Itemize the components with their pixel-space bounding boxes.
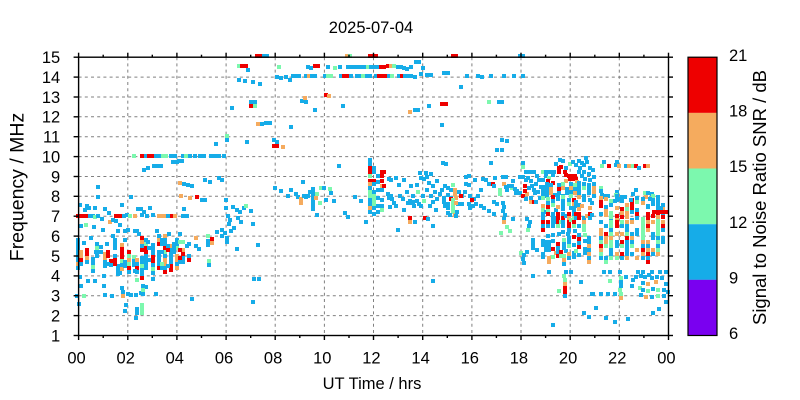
svg-text:18: 18 [510,349,528,367]
svg-text:15: 15 [729,158,747,176]
svg-text:00: 00 [657,349,675,367]
svg-text:06: 06 [215,349,233,367]
svg-text:3: 3 [51,288,60,306]
svg-text:11: 11 [43,129,60,147]
svg-text:20: 20 [559,349,577,367]
svg-text:9: 9 [729,270,738,288]
svg-text:2025-07-04: 2025-07-04 [329,19,413,37]
svg-text:14: 14 [42,69,60,87]
svg-text:08: 08 [264,349,282,367]
svg-text:6: 6 [51,228,60,246]
svg-text:2: 2 [51,307,60,325]
svg-text:7: 7 [51,208,60,226]
svg-text:22: 22 [608,349,626,367]
svg-text:21: 21 [729,47,747,65]
svg-text:Frequency / MHz: Frequency / MHz [6,113,28,261]
svg-text:6: 6 [729,325,738,343]
svg-text:10: 10 [42,148,60,166]
svg-text:4: 4 [51,268,60,286]
svg-text:13: 13 [42,89,60,107]
svg-text:UT Time / hrs: UT Time / hrs [323,375,422,393]
svg-text:12: 12 [362,349,380,367]
svg-text:5: 5 [51,248,60,266]
svg-text:1: 1 [51,327,60,345]
svg-text:Signal to Noise Ratio SNR / dB: Signal to Noise Ratio SNR / dB [749,70,770,325]
svg-text:04: 04 [166,349,184,367]
svg-text:16: 16 [461,349,479,367]
svg-text:12: 12 [42,109,60,127]
svg-text:00: 00 [67,349,85,367]
svg-text:18: 18 [729,103,747,121]
svg-text:14: 14 [411,349,429,367]
svg-text:12: 12 [729,214,747,232]
svg-text:8: 8 [51,188,60,206]
svg-text:15: 15 [42,49,60,67]
svg-text:02: 02 [117,349,135,367]
svg-text:9: 9 [51,168,60,186]
svg-text:10: 10 [313,349,331,367]
